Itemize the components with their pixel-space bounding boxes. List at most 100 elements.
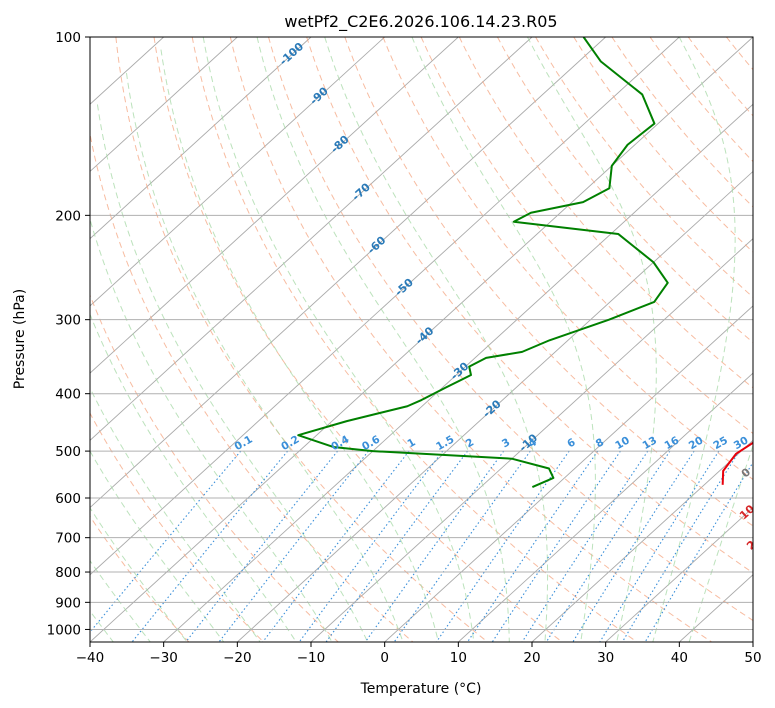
dry-adiabat-line — [420, 37, 753, 435]
mixing-ratio-line — [467, 450, 599, 642]
mixing-ratio-label: 16 — [663, 434, 682, 452]
dry-adiabat-line — [496, 37, 753, 344]
mixing-ratio-label: 1 — [405, 436, 417, 450]
y-tick-label: 800 — [55, 565, 81, 581]
y-tick-label: 500 — [55, 444, 81, 460]
moist-adiabat-line — [411, 37, 596, 642]
mixing-ratio-line — [325, 450, 468, 642]
isotherm-line — [90, 37, 606, 509]
x-axis-label: Temperature (°C) — [360, 681, 482, 697]
mixing-ratio-line — [491, 450, 621, 642]
dry-adiabat-line — [90, 515, 190, 642]
dry-adiabat-line — [458, 37, 753, 389]
background-lines — [90, 37, 775, 642]
dry-adiabat-label: 20 — [744, 533, 764, 553]
dry-adiabat-line — [115, 37, 488, 642]
mixing-ratio-line — [364, 450, 505, 642]
isotherm-line — [310, 238, 753, 642]
mixing-ratio-label: 1.5 — [434, 433, 456, 453]
isotherm-line — [90, 37, 312, 240]
moist-adiabat-line — [652, 37, 736, 642]
mixing-ratio-label: 0.4 — [329, 433, 351, 453]
isotherm-line — [237, 170, 753, 642]
moist-adiabat-line — [160, 49, 439, 642]
isotherm-line — [752, 641, 753, 642]
moist-adiabat-line — [688, 443, 753, 642]
mixing-ratio-label: 20 — [687, 434, 706, 452]
dry-adiabat-line — [90, 412, 264, 642]
isotherm-line — [90, 37, 533, 441]
dry-adiabat-line — [687, 37, 753, 117]
y-tick-label: 200 — [55, 208, 81, 224]
moist-adiabat-line — [90, 217, 333, 642]
moist-adiabat-line — [90, 506, 188, 642]
dry-adiabat-line — [90, 131, 414, 642]
isotherm-line — [90, 37, 238, 173]
x-tick-label: 50 — [744, 650, 761, 666]
isotherm-line — [384, 305, 753, 642]
y-tick-label: 100 — [55, 30, 81, 46]
moist-adiabat-line — [90, 386, 261, 642]
mixing-ratio-label: 3 — [500, 436, 512, 450]
x-tick-label: 10 — [450, 650, 467, 666]
mixing-ratio-label: 10 — [613, 434, 632, 452]
moist-adiabat-line — [527, 37, 657, 642]
isotherm-line — [163, 103, 753, 642]
plot-frame — [89, 36, 754, 643]
isotherm-line — [90, 37, 385, 307]
mixing-ratio-line — [521, 450, 649, 642]
moist-adiabat-line — [90, 450, 225, 642]
dry-adiabat-label: 40 — [762, 593, 775, 613]
axes: −40 −30 −20 −10 0 10 20 30 40 5010020030040050060… — [47, 30, 762, 666]
moist-adiabat-line — [96, 104, 369, 642]
mixing-ratio-line — [572, 450, 695, 642]
x-tick-label: −30 — [149, 650, 178, 666]
profile-series — [297, 37, 753, 488]
x-tick-label: 20 — [523, 650, 540, 666]
dry-adiabat-label: 30 — [751, 563, 771, 583]
temperature-line — [721, 441, 753, 485]
mixing-ratio-line — [599, 450, 720, 642]
isotherm-line — [90, 37, 753, 642]
mixing-ratio-line — [298, 450, 444, 642]
y-axis-label: Pressure (hPa) — [12, 289, 28, 389]
x-tick-label: 40 — [671, 650, 688, 666]
mixing-ratio-line — [545, 450, 671, 642]
dry-adiabat-line — [90, 293, 339, 642]
mixing-ratio-line — [218, 450, 369, 642]
x-tick-label: −10 — [297, 650, 326, 666]
isotherm-line — [90, 37, 459, 374]
moist-adiabat-line — [202, 37, 475, 642]
mixing-ratio-label: 8 — [594, 436, 606, 450]
isotherm-label: -100 — [277, 40, 306, 68]
dry-adiabat-line — [344, 37, 753, 527]
isotherm-line — [90, 37, 680, 576]
y-tick-label: 300 — [55, 313, 81, 329]
mixing-ratio-line — [435, 450, 570, 642]
y-tick-label: 400 — [55, 387, 81, 403]
dry-adiabat-line — [191, 37, 638, 642]
mixing-ratio-line — [262, 450, 410, 642]
x-tick-label: −40 — [76, 650, 105, 666]
mixing-ratio-line — [90, 450, 242, 633]
moist-adiabat-line — [324, 37, 549, 642]
moist-adiabat-line — [256, 37, 510, 642]
dewpoint-line — [297, 37, 669, 488]
x-tick-label: 0 — [380, 650, 389, 666]
chart-title: wetPf2_C2E6.2026.106.14.23.R05 — [284, 12, 557, 32]
dry-adiabat-line — [268, 37, 753, 622]
dry-adiabat-line — [573, 37, 753, 253]
mixing-ratio-line — [185, 450, 338, 642]
dry-adiabat-line — [649, 37, 753, 163]
mixing-ratio-label: 2 — [464, 436, 476, 450]
dry-adiabat-line — [153, 37, 563, 642]
mixing-ratio-line — [131, 450, 289, 642]
y-tick-label: 700 — [55, 531, 81, 547]
line-labels: -100-90-80-70-60-50-40-30-20-100.1 0.2 0.4… — [233, 40, 775, 613]
pressure-gridlines — [90, 37, 753, 630]
mixing-ratio-line — [644, 461, 753, 642]
dry-adiabat-line — [765, 37, 775, 642]
y-tick-label: 600 — [55, 491, 81, 507]
mixing-ratio-label: 0.1 — [233, 433, 255, 453]
